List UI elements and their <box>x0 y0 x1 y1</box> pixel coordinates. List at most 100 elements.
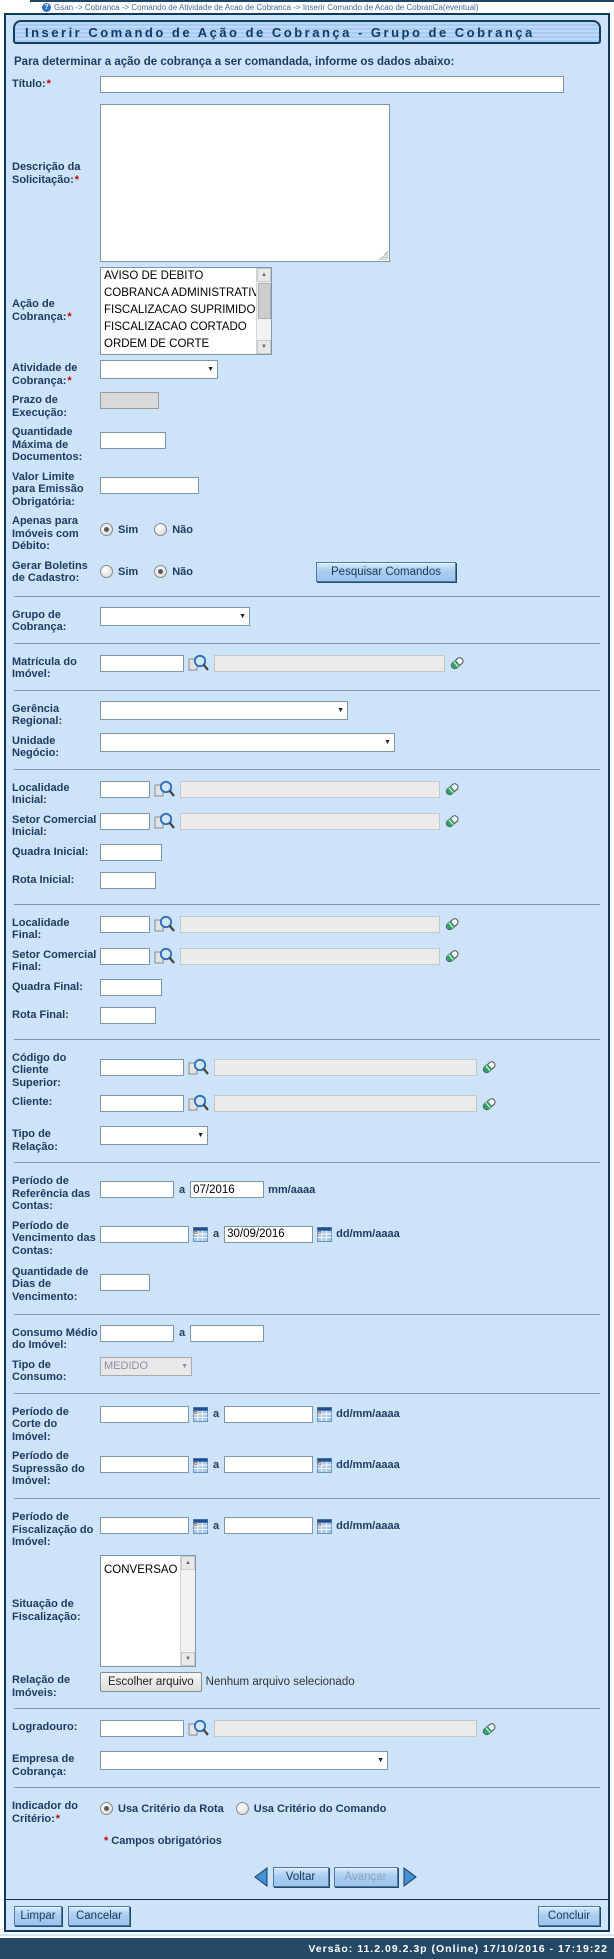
nao-label: Não <box>172 523 193 536</box>
periodo-vencimento-fim-input[interactable] <box>224 1225 314 1243</box>
escolher-arquivo-button[interactable]: Escolher arquivo <box>100 1672 202 1692</box>
required-asterisk: * <box>104 1835 109 1847</box>
localidade-inicial-input[interactable] <box>100 780 150 798</box>
eraser-icon[interactable] <box>481 1721 497 1737</box>
search-icon[interactable] <box>188 1719 210 1738</box>
section-divider <box>14 768 600 770</box>
limpar-button[interactable]: Limpar <box>14 1906 62 1926</box>
rota-final-input[interactable] <box>100 1006 156 1024</box>
tipo-relacao-select[interactable]: ▼ <box>100 1126 208 1145</box>
matricula-input[interactable] <box>100 654 184 672</box>
acao-cobranca-listbox[interactable]: AVISO DE DEBITO COBRANCA ADMINISTRATIVA … <box>100 267 272 355</box>
search-icon[interactable] <box>154 947 176 966</box>
periodo-corte-inicio-input[interactable] <box>100 1405 189 1423</box>
chevron-down-icon: ▼ <box>384 738 391 746</box>
list-item[interactable]: AVISO DE DEBITO <box>104 270 204 282</box>
gerencia-select[interactable]: ▼ <box>100 700 348 720</box>
eraser-icon[interactable] <box>481 1059 497 1075</box>
apenas-nao-radio[interactable] <box>154 523 168 536</box>
setor-final-input[interactable] <box>100 947 150 965</box>
situacao-fiscalizacao-listbox[interactable]: CONVERSAO ▲ ▼ <box>100 1555 196 1667</box>
search-icon[interactable] <box>154 780 176 799</box>
descricao-textarea[interactable] <box>100 104 390 262</box>
scroll-up-icon[interactable]: ▲ <box>181 1556 195 1570</box>
grupo-cobranca-select[interactable]: ▼ <box>100 606 250 626</box>
scrollbar[interactable]: ▲ ▼ <box>256 268 271 354</box>
list-item[interactable]: CONVERSAO <box>104 1564 178 1576</box>
search-icon[interactable] <box>154 915 176 934</box>
list-item[interactable]: COBRANCA ADMINISTRATIVA <box>104 287 266 299</box>
calendar-icon[interactable] <box>193 1226 208 1242</box>
periodo-referencia-fim-input[interactable] <box>190 1181 265 1198</box>
quadra-final-input[interactable] <box>100 978 162 996</box>
eraser-icon[interactable] <box>481 1096 497 1112</box>
voltar-button[interactable]: Voltar <box>272 1867 329 1887</box>
list-item[interactable]: ORDEM DE CORTE <box>104 338 210 350</box>
search-icon[interactable] <box>188 1094 210 1113</box>
row-prazo: Prazo de Execução: <box>12 389 602 421</box>
codigo-cliente-superior-input[interactable] <box>100 1058 184 1076</box>
periodo-vencimento-inicio-input[interactable] <box>100 1225 189 1243</box>
gerar-sim-radio[interactable] <box>100 565 113 578</box>
calendar-icon[interactable] <box>193 1457 208 1473</box>
section-divider <box>14 1313 600 1315</box>
scroll-up-icon[interactable]: ▲ <box>257 268 271 282</box>
required-asterisk: * <box>67 310 72 323</box>
eraser-icon[interactable] <box>444 916 460 932</box>
eraser-icon[interactable] <box>444 781 460 797</box>
eraser-icon[interactable] <box>449 655 465 671</box>
apenas-sim-radio[interactable] <box>100 523 113 536</box>
valor-limite-input[interactable] <box>100 476 199 494</box>
logradouro-input[interactable] <box>100 1720 184 1737</box>
periodo-fiscalizacao-inicio-input[interactable] <box>100 1517 189 1534</box>
consumo-medio-fim-input[interactable] <box>190 1324 265 1342</box>
calendar-icon[interactable] <box>317 1406 333 1422</box>
scroll-down-icon[interactable]: ▼ <box>257 340 271 354</box>
pesquisar-comandos-button[interactable]: Pesquisar Comandos <box>316 561 456 582</box>
periodo-referencia-inicio-input[interactable] <box>100 1181 174 1198</box>
rota-inicial-input[interactable] <box>100 871 156 889</box>
criterio-rota-radio[interactable] <box>100 1802 113 1815</box>
unidade-select[interactable]: ▼ <box>100 732 395 752</box>
periodo-corte-fim-input[interactable] <box>224 1405 314 1423</box>
search-icon[interactable] <box>154 812 176 831</box>
empresa-select[interactable]: ▼ <box>100 1751 388 1770</box>
resize-grip-icon[interactable] <box>379 251 388 260</box>
top-border-line <box>30 0 614 2</box>
qtd-dias-input[interactable] <box>100 1273 150 1291</box>
list-item[interactable]: FISCALIZACAO SUPRIMIDO <box>104 304 256 316</box>
atividade-select[interactable]: ▼ <box>100 360 218 379</box>
calendar-icon[interactable] <box>317 1518 333 1534</box>
criterio-comando-radio[interactable] <box>235 1802 249 1815</box>
list-item[interactable]: FISCALIZACAO CORTADO <box>104 321 247 333</box>
calendar-icon[interactable] <box>193 1518 208 1534</box>
titulo-input[interactable] <box>100 76 564 93</box>
periodo-supressao-inicio-input[interactable] <box>100 1456 189 1473</box>
setor-inicial-input[interactable] <box>100 812 150 830</box>
cliente-input[interactable] <box>100 1095 184 1112</box>
cancelar-button[interactable]: Cancelar <box>68 1906 130 1926</box>
scrollbar-thumb[interactable] <box>258 283 271 319</box>
arrow-right-icon[interactable] <box>403 1867 418 1887</box>
gerar-nao-radio[interactable] <box>154 565 168 578</box>
concluir-button[interactable]: Concluir <box>538 1906 600 1926</box>
range-separator: a <box>213 1408 220 1420</box>
help-icon[interactable]: ? <box>42 3 51 12</box>
eraser-icon[interactable] <box>444 813 460 829</box>
calendar-icon[interactable] <box>317 1226 333 1242</box>
quadra-inicial-input[interactable] <box>100 843 162 861</box>
calendar-icon[interactable] <box>317 1457 333 1473</box>
periodo-fiscalizacao-fim-input[interactable] <box>224 1517 314 1534</box>
qtd-max-input[interactable] <box>100 432 166 449</box>
search-icon[interactable] <box>188 1058 210 1077</box>
calendar-icon[interactable] <box>193 1406 208 1422</box>
consumo-medio-inicio-input[interactable] <box>100 1324 174 1342</box>
scroll-down-icon[interactable]: ▼ <box>181 1652 195 1666</box>
search-icon[interactable] <box>188 654 210 673</box>
localidade-final-input[interactable] <box>100 915 150 933</box>
periodo-supressao-fim-input[interactable] <box>224 1456 314 1473</box>
tipo-relacao-label: Tipo de Relação: <box>12 1128 58 1153</box>
eraser-icon[interactable] <box>444 948 460 964</box>
scrollbar[interactable]: ▲ ▼ <box>180 1556 195 1666</box>
arrow-left-icon[interactable] <box>253 1867 268 1887</box>
